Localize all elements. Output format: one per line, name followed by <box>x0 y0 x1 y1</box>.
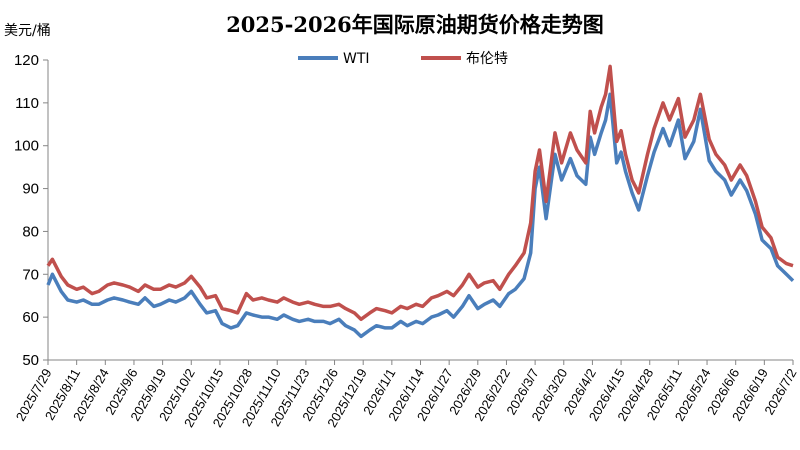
y-tick-label: 120 <box>14 52 39 69</box>
series-line-wti <box>46 92 795 339</box>
y-tick-label: 50 <box>22 352 39 369</box>
y-tick-label: 80 <box>22 223 39 240</box>
y-tick-label: 70 <box>22 266 39 283</box>
legend-wti-label: WTI <box>343 51 370 67</box>
y-tick-label: 100 <box>14 138 39 155</box>
series-line-brent <box>46 64 794 322</box>
series-lines <box>46 64 795 339</box>
y-tick-label: 90 <box>22 181 39 198</box>
y-axis-unit-label: 美元/桶 <box>4 23 51 39</box>
y-tick-label: 110 <box>15 95 39 112</box>
chart-title: 2025-2026年国际原油期货价格走势图 <box>226 12 604 37</box>
legend: WTI 布伦特 <box>298 51 508 67</box>
y-axis-ticks: 50 60 70 80 90 100 110 120 <box>14 52 48 369</box>
legend-brent-label: 布伦特 <box>466 51 508 67</box>
x-axis-ticks: 2025/7/292025/8/112025/8/242025/9/62025/… <box>13 360 800 430</box>
y-tick-label: 60 <box>22 309 39 326</box>
